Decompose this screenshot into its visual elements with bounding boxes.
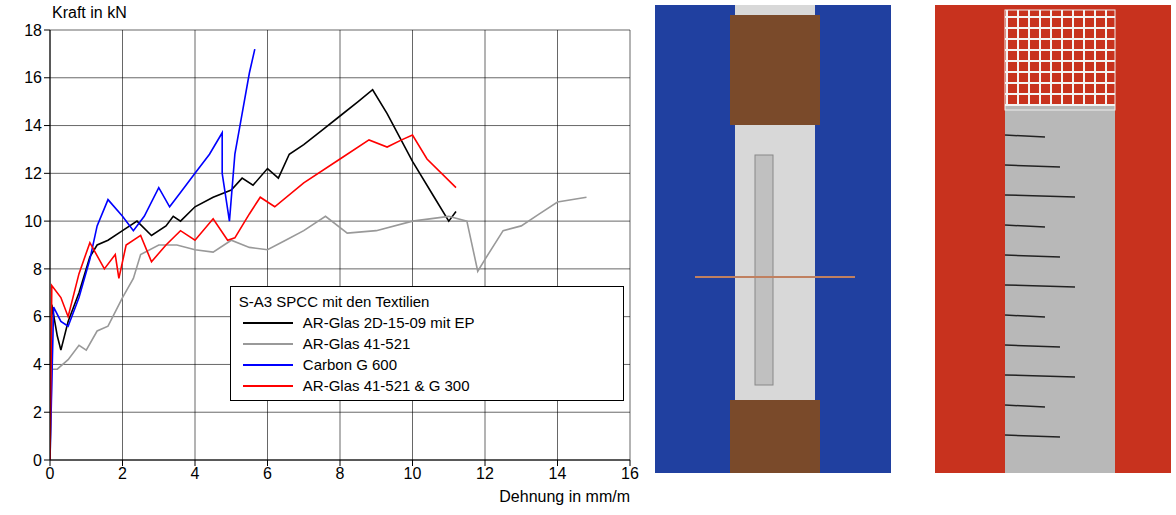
svg-text:8: 8	[33, 261, 42, 278]
svg-text:6: 6	[263, 465, 272, 482]
svg-text:0: 0	[33, 452, 42, 469]
svg-text:2: 2	[33, 404, 42, 421]
svg-text:10: 10	[24, 213, 42, 230]
svg-text:14: 14	[549, 465, 567, 482]
svg-text:18: 18	[24, 22, 42, 39]
svg-text:2: 2	[118, 465, 127, 482]
svg-text:4: 4	[191, 465, 200, 482]
svg-text:16: 16	[621, 465, 639, 482]
svg-text:4: 4	[33, 356, 42, 373]
html-text:AR-Glas 2D-15-09 mit EP: AR-Glas 2D-15-09 mit EP	[302, 313, 475, 331]
svg-text:12: 12	[24, 165, 42, 182]
html-text:AR-Glas 41-521 & G 300: AR-Glas 41-521 & G 300	[302, 376, 470, 394]
svg-text:12: 12	[476, 465, 494, 482]
svg-text:6: 6	[33, 308, 42, 325]
html-text:Carbon G 600: Carbon G 600	[302, 355, 397, 373]
html-text:Dehnung in mm/m: Dehnung in mm/m	[499, 488, 630, 505]
html-text:AR-Glas 41-521: AR-Glas 41-521	[302, 334, 411, 352]
svg-text:14: 14	[24, 117, 42, 134]
html-text:Kraft in kN: Kraft in kN	[52, 4, 127, 21]
svg-text:8: 8	[336, 465, 345, 482]
html-text:S-A3 SPCC mit den Textilien: S-A3 SPCC mit den Textilien	[238, 292, 430, 310]
svg-text:10: 10	[404, 465, 422, 482]
svg-text:0: 0	[46, 465, 55, 482]
svg-text:16: 16	[24, 69, 42, 86]
